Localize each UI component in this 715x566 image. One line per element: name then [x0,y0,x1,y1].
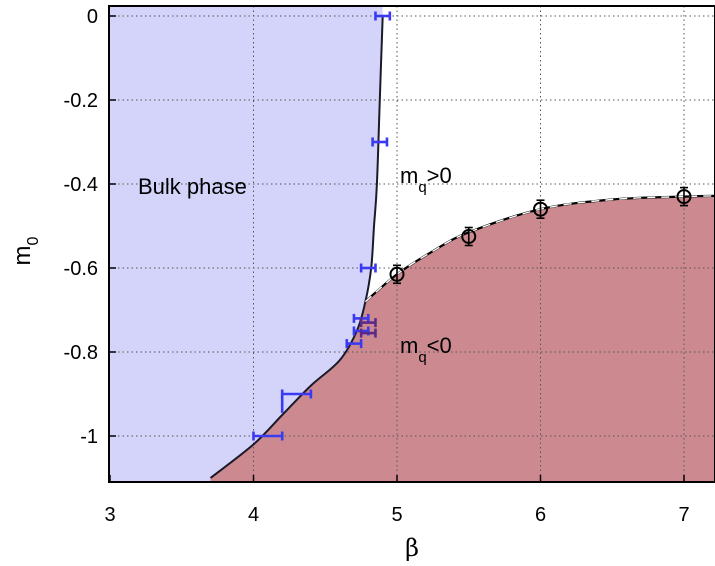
region-label-negative: mq<0 [400,333,452,366]
region-label-positive-sub: q [418,179,426,196]
data-point-0-2 [533,199,548,219]
y-tick-label-0: 0 [87,6,98,28]
x-axis-label: β [405,534,419,562]
error-bar-2-1 [359,328,377,338]
y-tick-label-4: -0.8 [64,342,98,364]
y-tick-label-3: -0.6 [64,258,98,280]
region-label-bulk: Bulk phase [138,174,247,199]
data-marks [252,11,692,441]
region-label-positive-rest: >0 [427,163,452,188]
x-tick-label-4: 7 [678,504,689,526]
data-point-0-1 [461,226,477,247]
error-bar-1-1 [371,137,389,147]
data-point-0-0 [389,264,405,285]
negative-mass-region [210,195,715,482]
grid [109,6,715,482]
plot-frame [108,5,715,483]
error-bar-1-0 [374,11,392,21]
region-label-negative-main: m [400,333,418,358]
axis-ticks: 3 4 5 6 7 0 -0.2 -0.4 -0.6 -0.8 -1 [64,6,690,526]
data-point-0-3 [676,186,692,207]
x-tick-label-3: 6 [535,504,546,526]
error-bar-1-5 [345,339,363,349]
error-bar-2-0 [359,318,377,328]
region-label-negative-rest: <0 [427,333,452,358]
bulk-boundary-line [209,15,384,479]
region-label-positive-main: m [400,163,418,188]
x-tick-label-2: 5 [391,504,402,526]
error-bar-1-7 [252,431,284,441]
error-bar-1-2 [359,263,377,273]
region-label-negative-sub: q [418,349,426,366]
x-tick-label-0: 3 [104,504,115,526]
y-tick-label-5: -1 [80,426,98,448]
y-axis-label: m0 [9,236,42,265]
x-tick-label-1: 4 [248,504,259,526]
bulk-phase-region [109,6,383,482]
plot-area [109,6,715,482]
region-label-positive: mq>0 [400,163,452,196]
y-axis-label-sub: 0 [25,236,42,245]
y-tick-label-1: -0.2 [64,90,98,112]
y-tick-label-2: -0.4 [64,174,98,196]
y-axis-label-main: m [9,245,36,265]
